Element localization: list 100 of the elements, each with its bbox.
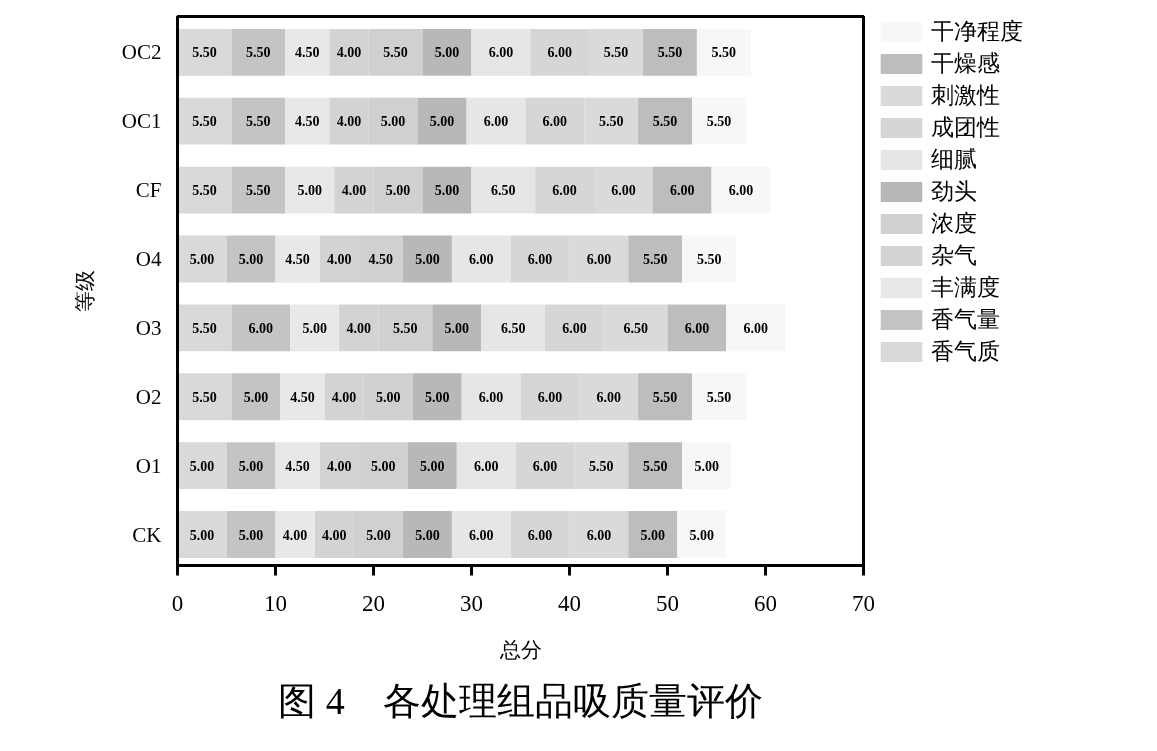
data-label: 5.00 [434,45,460,61]
data-label: 5.50 [643,251,668,267]
bar [412,373,462,421]
x-tick-label: 40 [558,590,581,616]
text: 图 4 各处理组品吸质量评价 [278,679,763,722]
data-label: 4.50 [290,389,315,405]
bar [231,166,286,214]
data-label: 6.00 [743,320,768,336]
data-label: 6.00 [669,183,695,199]
bar [451,235,511,283]
data-label: 6.00 [478,389,504,405]
legend-label: 细腻 [931,146,977,174]
legend-label: 干燥感 [931,50,1000,78]
data-label: 5.00 [243,389,269,405]
data-label: 4.00 [336,45,362,61]
data-label: 4.00 [341,183,367,199]
data-label: 6.00 [542,114,568,130]
data-label: 5.50 [246,183,271,199]
data-label: 6.00 [469,527,494,543]
data-label: 5.50 [711,45,737,61]
y-tick-label: OC1 [121,109,162,134]
data-label: 5.00 [385,183,411,199]
data-label: 4.50 [295,45,320,61]
bar [456,442,516,490]
data-label: 4.50 [285,458,310,474]
data-label: 6.00 [586,251,612,267]
x-tick-label: 60 [754,590,777,616]
data-label: 5.50 [192,183,217,199]
data-label: 5.00 [444,320,470,336]
data-label: 6.00 [488,45,514,61]
data-label: 5.50 [706,389,732,405]
data-label: 6.00 [562,320,587,336]
data-label: 4.00 [326,458,352,474]
y-tick-label: O2 [135,384,162,409]
y-axis-title: 等级 [72,270,97,312]
legend-label: 成团性 [931,114,1000,142]
legend-label: 刺激性 [931,82,1000,110]
data-label: 4.00 [336,114,362,130]
data-label: 5.00 [238,527,264,543]
data-label: 5.00 [371,458,396,474]
bar [481,304,545,352]
bar [461,373,521,421]
x-tick-label: 20 [362,590,385,616]
legend-label: 香气质 [931,338,1000,366]
data-label: 6.00 [483,114,509,130]
bar [432,304,482,352]
bar [466,97,526,145]
y-tick-label: CK [132,522,162,547]
data-label: 5.50 [652,114,678,130]
data-label: 5.50 [589,458,614,474]
y-tick-label: CF [135,178,162,203]
data-label: 5.00 [189,527,215,543]
bar [451,511,511,558]
data-label: 6.00 [596,389,621,405]
data-label: 4.00 [331,389,357,405]
data-label: 5.00 [189,251,215,267]
data-label: 6.00 [527,251,553,267]
data-label: 5.00 [689,527,715,543]
y-tick-label: O3 [135,315,162,340]
bar [226,511,276,558]
data-label: 6.00 [537,389,563,405]
bar [422,166,472,214]
data-label: 6.50 [623,320,648,336]
bar [177,166,232,214]
data-label: 5.50 [246,45,271,61]
data-label: 5.00 [415,527,440,543]
data-label: 5.00 [189,458,215,474]
legend-label: 香气量 [931,306,1000,334]
data-label: 5.00 [420,458,445,474]
data-label: 4.00 [322,527,347,543]
data-label: 4.50 [368,251,394,267]
bar [226,235,276,283]
legend-label: 劲头 [931,178,977,206]
data-label: 5.00 [434,183,460,199]
data-label: 5.50 [393,320,418,336]
bar [231,373,281,421]
y-tick-label: OC2 [121,40,162,65]
data-label: 5.50 [706,114,732,130]
bar [231,97,286,145]
data-label: 6.00 [684,320,710,336]
bar [177,442,227,490]
data-label: 5.50 [383,45,408,61]
bar [407,442,457,490]
data-label: 4.00 [326,251,352,267]
x-axis-title: 总分 [498,637,542,662]
bar [422,28,472,76]
data-label: 5.00 [238,251,264,267]
data-label: 5.00 [375,389,401,405]
bar [280,373,325,421]
bar [402,235,452,283]
y-tick-label: O4 [135,246,162,271]
bar [417,97,467,145]
data-label: 5.00 [238,458,264,474]
data-label: 6.50 [491,183,516,199]
x-tick-label: 30 [460,590,483,616]
bar [177,304,232,352]
legend-label: 干净程度 [931,18,1023,46]
data-label: 5.50 [643,458,668,474]
data-label: 6.50 [500,320,526,336]
data-label: 5.00 [297,183,323,199]
